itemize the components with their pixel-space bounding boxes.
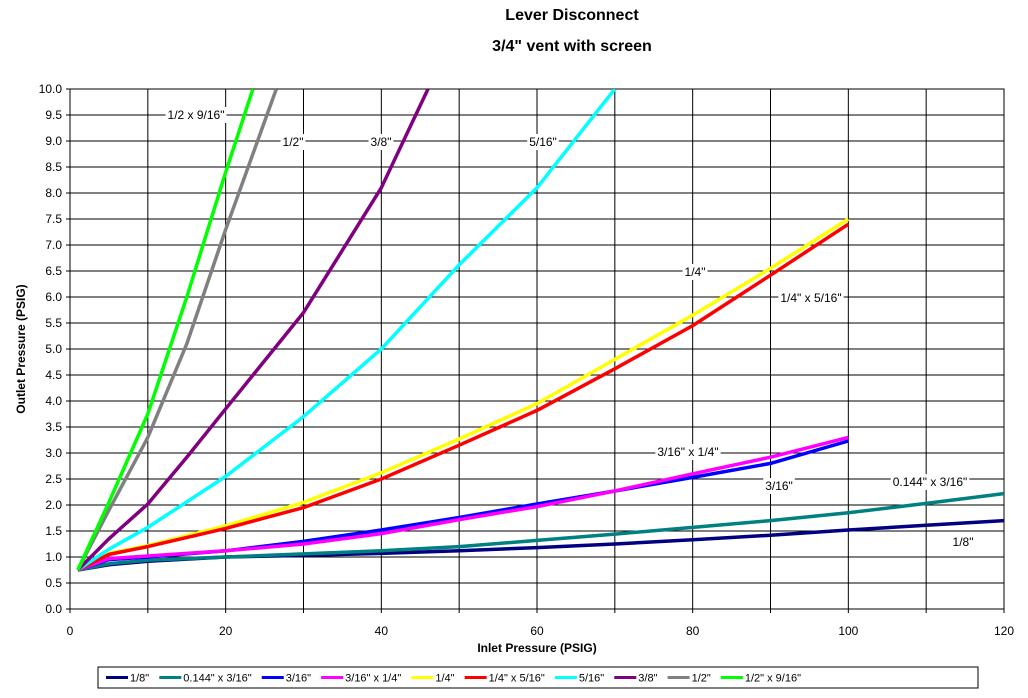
x-tick-label: 0 [67, 624, 74, 638]
axis-ticks: 0.0 0.5 1.0 1.5 2.0 2.5 3.0 3.5 4.0 4.5 5.0 5.5 6.0 6… [39, 82, 1015, 638]
y-tick-label: 10.0 [39, 82, 63, 96]
series-line-1-2 [76, 89, 278, 571]
series-label-1-2-x-9-16: 1/2 x 9/16" [168, 108, 225, 122]
y-tick-label: 9.0 [45, 134, 62, 148]
x-tick-label: 100 [838, 624, 858, 638]
x-tick-label: 80 [686, 624, 700, 638]
x-axis-title: Inlet Pressure (PSIG) [477, 641, 596, 655]
x-tick-label: 40 [375, 624, 389, 638]
legend-label-3-8: 3/8" [638, 673, 657, 685]
y-tick-label: 8.0 [45, 186, 62, 200]
series-label-5-16: 5/16" [529, 135, 557, 149]
y-tick-label: 3.5 [45, 420, 62, 434]
y-tick-label: 2.5 [45, 472, 62, 486]
y-tick-label: 0.5 [45, 576, 62, 590]
legend-label-3-16: 3/16" [286, 673, 311, 685]
series-label-bg [950, 534, 976, 550]
series-label-3-16: 3/16" [765, 479, 793, 493]
series-line-3-8 [76, 89, 430, 572]
y-tick-label: 4.0 [45, 394, 62, 408]
y-tick-label: 7.0 [45, 238, 62, 252]
y-tick-label: 5.5 [45, 316, 62, 330]
series-label-1-4-x-5-16: 1/4" x 5/16" [780, 291, 841, 305]
x-tick-label: 60 [530, 624, 544, 638]
y-tick-label: 3.0 [45, 446, 62, 460]
series-label-bg [778, 290, 844, 306]
x-tick-label: 120 [994, 624, 1014, 638]
legend-label-5-16: 5/16" [579, 673, 604, 685]
series-line-1-2-x-9-16 [76, 89, 255, 571]
x-tick-label: 20 [219, 624, 233, 638]
y-tick-label: 6.5 [45, 264, 62, 278]
legend: 1/8" 0.144" x 3/16" 3/16" 3/16" x 1/4" 1/4" 1… [97, 666, 979, 689]
y-tick-label: 6.0 [45, 290, 62, 304]
legend-label-1-8: 1/8" [130, 673, 149, 685]
series-label-bg [280, 134, 306, 150]
series-lines [76, 89, 1004, 572]
legend-label-1-2-x-9-16: 1/2" x 9/16" [745, 673, 801, 685]
series-label-1-8: 1/8" [953, 535, 974, 549]
series-label-0-144-x-3-16: 0.144" x 3/16" [893, 475, 968, 489]
y-tick-label: 1.0 [45, 550, 62, 564]
legend-label-3-16-x-1-4: 3/16" x 1/4" [345, 673, 401, 685]
legend-label-0-144-x-3-16: 0.144" x 3/16" [183, 673, 251, 685]
y-tick-label: 1.5 [45, 524, 62, 538]
y-tick-label: 9.5 [45, 108, 62, 122]
series-label-bg [655, 444, 721, 460]
series-line-5-16 [76, 89, 617, 572]
series-label-bg [763, 478, 795, 494]
series-line-3-16-x-1-4 [77, 435, 849, 572]
series-label-1-2: 1/2" [283, 135, 304, 149]
y-tick-label: 4.5 [45, 368, 62, 382]
legend-box [97, 666, 979, 689]
series-label-3-8: 3/8" [371, 135, 392, 149]
y-tick-label: 5.0 [45, 342, 62, 356]
series-label-bg [368, 134, 394, 150]
inline-series-labels: 1/8" 0.144" x 3/16" 3/16" 3/16" x 1/4" 1/4" 1… [165, 107, 976, 550]
series-label-bg [890, 474, 970, 490]
series-line-0-144-x-3-16 [77, 491, 1004, 572]
legend-label-1-4-x-5-16: 1/4" x 5/16" [489, 673, 545, 685]
chart-title-line1: Lever Disconnect [505, 7, 639, 24]
y-tick-label: 0.0 [45, 602, 62, 616]
y-axis-title: Outlet Pressure (PSIG) [14, 284, 28, 413]
legend-label-1-4: 1/4" [435, 673, 454, 685]
y-tick-label: 8.5 [45, 160, 62, 174]
chart-title-line2: 3/4" vent with screen [492, 38, 652, 55]
y-tick-label: 2.0 [45, 498, 62, 512]
series-label-bg [682, 264, 708, 280]
series-label-1-4: 1/4" [685, 265, 706, 279]
series-line-1-4-x-5-16 [77, 222, 850, 572]
y-tick-label: 7.5 [45, 212, 62, 226]
series-label-bg [165, 107, 227, 123]
series-label-3-16-x-1-4: 3/16" x 1/4" [657, 445, 718, 459]
series-label-bg [527, 134, 559, 150]
legend-label-1-2: 1/2" [692, 673, 711, 685]
